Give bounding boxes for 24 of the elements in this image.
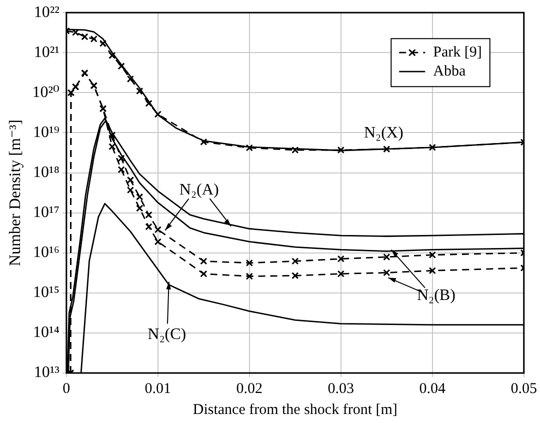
x-tick-label: 0.03 xyxy=(328,380,354,397)
x-tick-label: 0.05 xyxy=(510,380,537,397)
y-tick-label: 10²⁰ xyxy=(32,84,60,101)
y-tick-label: 10¹⁶ xyxy=(33,244,60,262)
annotation: N₂(A) xyxy=(179,182,219,199)
y-tick-label: 10¹⁷ xyxy=(33,204,60,222)
y-tick-label: 10²² xyxy=(34,4,60,21)
y-tick-label: 10¹⁵ xyxy=(33,284,60,302)
annotation: N₂(X) xyxy=(364,124,404,142)
x-tick-label: 0.02 xyxy=(236,380,263,397)
y-tick-label: 10¹⁴ xyxy=(33,324,60,342)
x-tick-label: 0 xyxy=(62,380,70,397)
y-tick-label: 10¹⁸ xyxy=(33,164,60,181)
annotation: N₂(B) xyxy=(416,286,456,304)
x-tick-label: 0.04 xyxy=(419,380,446,397)
legend-label: Abba xyxy=(433,64,466,80)
x-axis-title: Distance from the shock front [m] xyxy=(192,402,398,418)
annotation: N₂(C) xyxy=(148,326,186,343)
y-axis-title: Number Density [m⁻³] xyxy=(6,120,24,266)
x-tick-label: 0.01 xyxy=(144,380,172,397)
y-tick-label: 10²¹ xyxy=(34,44,60,61)
y-tick-label: 10¹⁹ xyxy=(33,124,60,141)
y-tick-label: 10¹³ xyxy=(34,364,60,382)
legend-label: Park [9] xyxy=(433,44,482,61)
